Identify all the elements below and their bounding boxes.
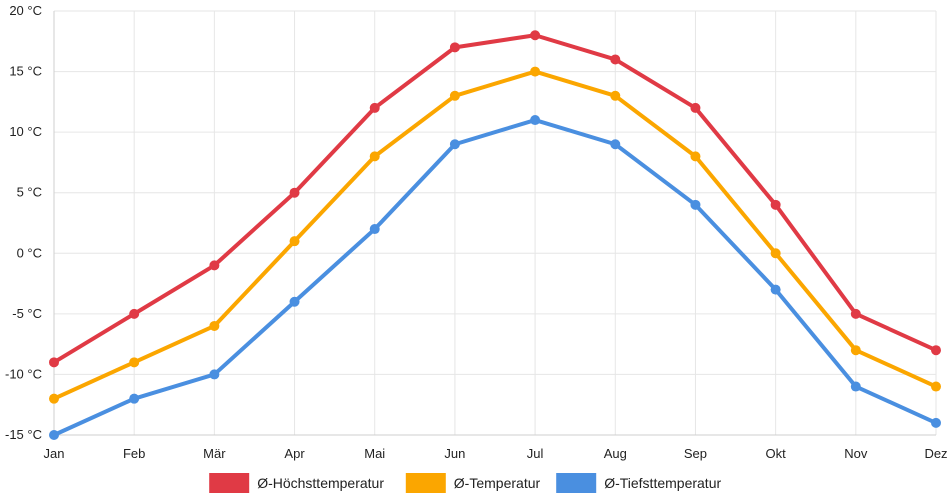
x-tick-label: Dez: [924, 446, 947, 461]
data-point[interactable]: [690, 151, 701, 162]
legend-label: Ø-Temperatur: [454, 475, 541, 491]
x-tick-label: Nov: [844, 446, 868, 461]
y-axis-ticks: 20 °C 15 °C 10 °C 5 °C 0 °C -5 °C -10 °C -15 °C: [5, 3, 42, 442]
series-line-1: [52, 33, 938, 365]
data-point[interactable]: [530, 30, 541, 41]
series-line-3: [52, 118, 938, 437]
legend-swatch: [405, 473, 446, 493]
data-point[interactable]: [49, 393, 59, 404]
x-tick-label: Sep: [684, 446, 707, 461]
y-tick-label: 15 °C: [9, 64, 42, 79]
legend-swatch: [209, 473, 250, 493]
series-line-2: [52, 69, 938, 401]
data-point[interactable]: [369, 224, 380, 235]
data-point[interactable]: [770, 199, 781, 210]
data-point[interactable]: [850, 381, 861, 392]
legend: Ø-Höchsttemperatur Ø-Temperatur Ø-Tiefstte…: [209, 473, 721, 493]
x-tick-label: Jul: [527, 446, 544, 461]
y-tick-label: -15 °C: [5, 427, 42, 442]
data-point[interactable]: [931, 381, 941, 392]
x-tick-label: Mär: [203, 446, 226, 461]
x-tick-label: Aug: [604, 446, 627, 461]
data-point[interactable]: [209, 260, 220, 271]
data-point[interactable]: [449, 42, 460, 53]
data-point[interactable]: [931, 345, 941, 356]
data-point[interactable]: [770, 248, 781, 259]
data-point[interactable]: [770, 284, 781, 295]
legend-item-2[interactable]: Ø-Temperatur: [405, 473, 541, 493]
data-point[interactable]: [209, 369, 220, 380]
data-point[interactable]: [129, 308, 140, 319]
data-point[interactable]: [209, 320, 220, 331]
data-point[interactable]: [850, 308, 861, 319]
y-tick-label: 5 °C: [17, 185, 42, 200]
grid-layer: [53, 10, 937, 436]
data-point[interactable]: [449, 90, 460, 101]
legend-item-1[interactable]: Ø-Höchsttemperatur: [209, 473, 384, 493]
legend-swatch: [556, 473, 597, 493]
data-point[interactable]: [289, 187, 300, 198]
x-tick-label: Mai: [364, 446, 385, 461]
x-tick-label: Feb: [123, 446, 145, 461]
data-point[interactable]: [530, 66, 541, 77]
data-point[interactable]: [850, 345, 861, 356]
data-point[interactable]: [610, 54, 621, 65]
legend-label: Ø-Tiefsttemperatur: [604, 475, 721, 491]
x-tick-label: Jan: [44, 446, 65, 461]
data-point[interactable]: [49, 357, 59, 368]
data-point[interactable]: [129, 393, 140, 404]
data-point[interactable]: [449, 139, 460, 150]
x-axis-ticks: Jan Feb Mär Apr Mai Jun Jul Aug Sep Okt Nov Dez: [44, 446, 948, 461]
x-tick-label: Apr: [284, 446, 305, 461]
data-point[interactable]: [49, 430, 59, 440]
legend-item-3[interactable]: Ø-Tiefsttemperatur: [556, 473, 721, 493]
y-tick-label: 10 °C: [9, 124, 42, 139]
data-point[interactable]: [690, 102, 701, 113]
data-point[interactable]: [289, 296, 300, 307]
y-tick-label: 0 °C: [17, 245, 42, 260]
data-point[interactable]: [369, 151, 380, 162]
data-point[interactable]: [530, 115, 541, 126]
y-tick-label: 20 °C: [9, 3, 42, 18]
x-tick-label: Jun: [444, 446, 465, 461]
legend-label: Ø-Höchsttemperatur: [257, 475, 384, 491]
data-point[interactable]: [610, 139, 621, 150]
data-point[interactable]: [129, 357, 140, 368]
data-point[interactable]: [931, 417, 941, 428]
data-point[interactable]: [289, 236, 300, 247]
y-tick-label: -5 °C: [12, 306, 42, 321]
x-tick-label: Okt: [766, 446, 787, 461]
y-tick-label: -10 °C: [5, 366, 42, 381]
data-point[interactable]: [369, 102, 380, 113]
series-layer: [49, 30, 941, 440]
data-point[interactable]: [690, 199, 701, 210]
data-point[interactable]: [610, 90, 621, 101]
